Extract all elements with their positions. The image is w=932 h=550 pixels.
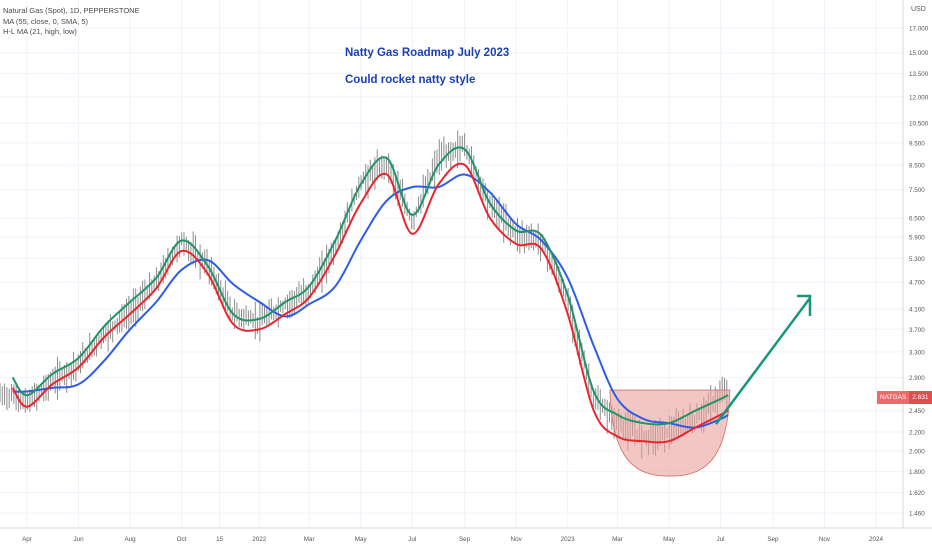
x-tick-label: Sep bbox=[459, 536, 471, 543]
x-tick-label: Aug bbox=[124, 536, 136, 543]
y-tick-label: 8.500 bbox=[909, 162, 925, 169]
ma-55-line bbox=[12, 173, 729, 429]
y-tick-label: 2.450 bbox=[909, 408, 925, 415]
x-tick-label: Mar bbox=[612, 536, 623, 543]
y-tick-label: 6.500 bbox=[909, 215, 925, 222]
legend-ma: MA (55, close, 0, SMA, 5) bbox=[3, 16, 89, 26]
x-tick-label: 15 bbox=[216, 536, 224, 543]
x-tick-label: Oct bbox=[177, 536, 187, 543]
y-axis: 17.000 15.000 13.500 12.000 10.500 9.500 8.500… bbox=[909, 26, 929, 518]
x-tick-label: May bbox=[355, 536, 368, 543]
x-tick-label: Jun bbox=[73, 536, 84, 543]
y-tick-label: 10.500 bbox=[909, 121, 929, 128]
x-tick-label: 2022 bbox=[252, 536, 267, 543]
x-tick-label: Jul bbox=[717, 536, 725, 543]
y-tick-label: 2.000 bbox=[909, 448, 925, 455]
x-tick-label: Mar bbox=[304, 536, 315, 543]
y-tick-label: 5.300 bbox=[909, 256, 925, 263]
x-tick-label: May bbox=[663, 536, 676, 543]
hl-ma-lower-line bbox=[11, 162, 729, 444]
y-tick-label: 3.300 bbox=[909, 349, 925, 356]
x-tick-label: Nov bbox=[819, 536, 831, 543]
x-tick-label: Sep bbox=[767, 536, 779, 543]
projection-arrow bbox=[714, 294, 812, 425]
annotation-subtitle: Could rocket natty style bbox=[345, 74, 476, 86]
y-tick-label: 12.000 bbox=[909, 94, 929, 101]
legend-hl-ma: H-L MA (21, high, low) bbox=[3, 27, 77, 36]
y-tick-label: 13.500 bbox=[909, 71, 929, 78]
y-tick-label: 15.000 bbox=[909, 50, 929, 57]
cup-pattern bbox=[609, 389, 731, 477]
y-tick-label: 1.800 bbox=[909, 469, 925, 476]
x-axis: Apr Jun Aug Oct 15 2022 Mar May Jul Sep Nov 2023 Mar… bbox=[22, 536, 883, 543]
y-tick-label: 4.100 bbox=[909, 306, 925, 313]
x-tick-label: 2023 bbox=[561, 536, 576, 543]
annotation-title: Natty Gas Roadmap July 2023 bbox=[345, 47, 510, 59]
y-tick-label: 2.200 bbox=[909, 429, 925, 436]
legend-symbol: Natural Gas (Spot), 1D, PEPPERSTONE bbox=[3, 6, 140, 15]
x-tick-label: Jul bbox=[408, 536, 416, 543]
y-tick-label: 17.000 bbox=[909, 26, 929, 33]
hl-ma-upper-line bbox=[11, 146, 729, 426]
y-tick-label: 7.500 bbox=[909, 187, 925, 194]
y-tick-label: 1.620 bbox=[909, 490, 925, 497]
price-tag-symbol: NATGAS bbox=[877, 391, 910, 404]
x-tick-label: Nov bbox=[511, 536, 523, 543]
y-tick-label: 3.700 bbox=[909, 327, 925, 334]
y-tick-label: 9.500 bbox=[909, 140, 925, 147]
price-tag-value: 2.631 bbox=[909, 391, 932, 404]
x-tick-label: 2024 bbox=[869, 536, 884, 543]
x-tick-label: Apr bbox=[22, 536, 32, 543]
currency-label: USD bbox=[911, 6, 926, 13]
y-tick-label: 4.700 bbox=[909, 280, 925, 287]
legend: Natural Gas (Spot), 1D, PEPPERSTONE MA (… bbox=[3, 6, 140, 38]
y-tick-label: 1.460 bbox=[909, 511, 925, 518]
price-tag: NATGAS 2.631 bbox=[877, 391, 932, 404]
y-tick-label: 5.900 bbox=[909, 235, 925, 242]
y-tick-label: 2.900 bbox=[909, 375, 925, 382]
